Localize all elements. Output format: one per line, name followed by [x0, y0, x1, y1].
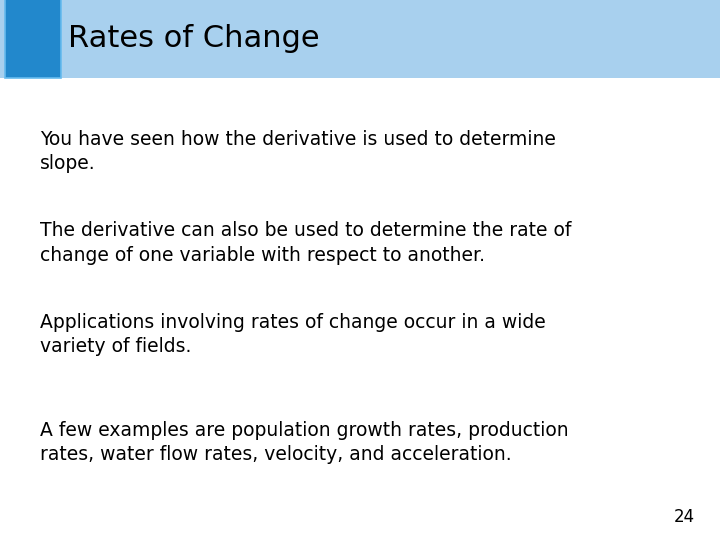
FancyBboxPatch shape	[5, 0, 61, 78]
Text: A few examples are population growth rates, production
rates, water flow rates, : A few examples are population growth rat…	[40, 421, 568, 464]
Text: 24: 24	[674, 509, 695, 526]
Text: The derivative can also be used to determine the rate of
change of one variable : The derivative can also be used to deter…	[40, 221, 571, 265]
Text: Rates of Change: Rates of Change	[68, 24, 320, 53]
Text: You have seen how the derivative is used to determine
slope.: You have seen how the derivative is used…	[40, 130, 555, 173]
Text: Applications involving rates of change occur in a wide
variety of fields.: Applications involving rates of change o…	[40, 313, 545, 356]
Bar	[0, 0, 720, 78]
